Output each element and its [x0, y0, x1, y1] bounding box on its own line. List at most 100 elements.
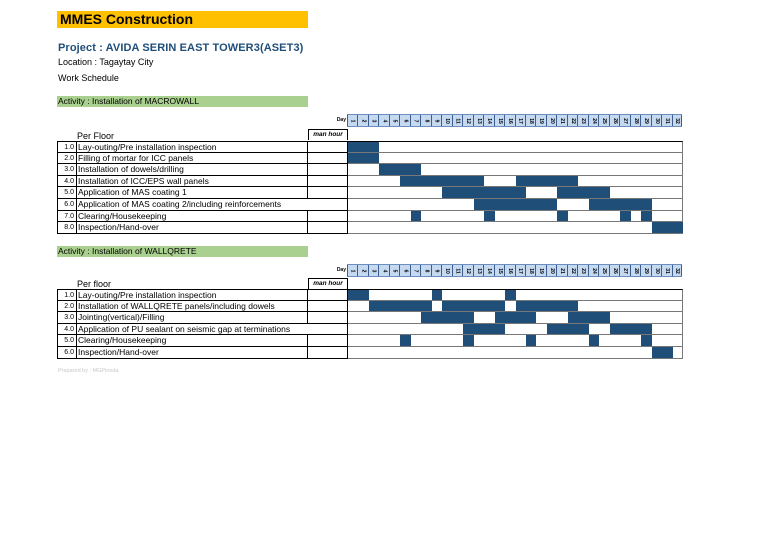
- day-number: 25: [600, 267, 607, 274]
- day-number: 14: [485, 117, 492, 124]
- day-header-cell: 21: [556, 265, 567, 276]
- day-header-cell: 16: [504, 265, 515, 276]
- task-number: 5.0: [57, 187, 76, 199]
- task-description: Inspection/Hand-over: [76, 222, 308, 234]
- day-number: 18: [527, 267, 534, 274]
- gantt-bar: [400, 175, 485, 187]
- day-number: 31: [663, 117, 670, 124]
- day-header-cell: 9: [430, 115, 442, 126]
- task-description: Jointing(vertical)/Filling: [76, 312, 308, 324]
- gantt-track: [348, 152, 683, 165]
- prepared-by: Prepared by : MGPineda: [58, 368, 119, 374]
- task-description: Installation of WALLQRETE panels/includi…: [76, 300, 308, 313]
- day-number: 5: [391, 119, 398, 122]
- gantt-bar: [348, 142, 380, 152]
- day-number: 20: [548, 117, 555, 124]
- gantt-bar: [421, 312, 474, 323]
- day-header-cell: 13: [472, 265, 484, 276]
- day-header-cell: 14: [483, 265, 494, 276]
- day-header-cell: 5: [388, 115, 400, 126]
- day-header-cell: 20: [545, 115, 557, 126]
- day-number: 1: [349, 119, 356, 122]
- day-number: 19: [538, 267, 545, 274]
- location-label: Location : Tagaytay City: [58, 57, 154, 67]
- task-row: 3.0 Jointing(vertical)/Filling: [57, 312, 683, 324]
- day-header-cell: 5: [388, 265, 400, 276]
- gantt-bar: [525, 335, 537, 346]
- gantt-bar: [567, 312, 610, 323]
- day-header-cell: 23: [577, 265, 588, 276]
- day-header-cell: 6: [399, 115, 410, 126]
- day-header-cell: 20: [545, 265, 557, 276]
- day-header-cell: 8: [420, 265, 431, 276]
- day-header-cell: 2: [357, 115, 368, 126]
- activity-header-wallqrete: Activity : Installation of WALLQRETE: [57, 246, 308, 257]
- per-floor-label: Per Floor: [77, 131, 115, 141]
- man-hour-cell: [308, 323, 348, 336]
- task-number: 6.0: [57, 346, 76, 359]
- day-number: 8: [423, 119, 430, 122]
- day-number: 14: [485, 267, 492, 274]
- day-number: 10: [443, 267, 450, 274]
- man-hour-cell: [308, 289, 348, 301]
- man-hour-cell: [308, 187, 348, 199]
- day-header-cell: 27: [619, 115, 630, 126]
- day-header-cell: 15: [493, 265, 505, 276]
- day-header-cell: 18: [524, 265, 536, 276]
- day-number: 5: [391, 269, 398, 272]
- task-number: 1.0: [57, 141, 76, 153]
- day-header-cell: 28: [629, 265, 641, 276]
- day-header-cell: 8: [420, 115, 431, 126]
- day-number: 9: [433, 269, 440, 272]
- gantt-bar: [641, 335, 652, 346]
- day-header-row: 1 2 3 4 5 6 7 8 9 10 11 12 13 14 15 16 17 18 19 20 21 22 23 24 2…: [347, 114, 682, 127]
- man-hour-cell: [308, 346, 348, 359]
- task-row: 7.0 Clearing/Housekeeping: [57, 210, 683, 223]
- day-number: 16: [506, 117, 513, 124]
- day-header-cell: 22: [566, 115, 578, 126]
- day-number: 2: [360, 119, 367, 122]
- gantt-track: [348, 346, 683, 359]
- day-number: 32: [673, 117, 680, 124]
- task-description: Clearing/Housekeeping: [76, 335, 308, 347]
- day-number: 1: [349, 269, 356, 272]
- day-header-cell: 1: [347, 265, 358, 276]
- gantt-bar: [515, 175, 579, 187]
- day-header-cell: 16: [504, 115, 515, 126]
- gantt-track: [348, 187, 683, 199]
- gantt-track: [348, 312, 683, 324]
- task-row: 8.0 Inspection/Hand-over: [57, 222, 684, 234]
- day-number: 6: [402, 269, 409, 272]
- day-number: 12: [464, 267, 471, 274]
- man-hour-cell: [308, 210, 348, 223]
- task-row: 3.0 Installation of dowels/drilling: [57, 164, 683, 176]
- day-header-cell: 30: [650, 265, 662, 276]
- gantt-track: [348, 300, 683, 313]
- day-header-cell: 18: [524, 115, 536, 126]
- day-number: 25: [600, 117, 607, 124]
- gantt-track: [348, 175, 683, 188]
- day-header-cell: 26: [608, 115, 620, 126]
- day-header-cell: 19: [535, 115, 546, 126]
- day-header-cell: 23: [577, 115, 588, 126]
- day-header-cell: 15: [493, 115, 505, 126]
- gantt-track: [348, 141, 683, 153]
- day-number: 6: [402, 119, 409, 122]
- day-header-cell: 22: [566, 265, 578, 276]
- day-header-cell: 31: [661, 115, 672, 126]
- gantt-bar: [557, 210, 568, 222]
- man-hour-cell: [308, 222, 348, 234]
- gantt-bar: [505, 290, 516, 300]
- day-number: 15: [496, 267, 503, 274]
- day-number: 27: [621, 117, 628, 124]
- task-description: Lay-outing/Pre installation inspection: [76, 289, 308, 301]
- task-description: Installation of ICC/EPS wall panels: [76, 175, 308, 188]
- man-hour-cell: [308, 300, 348, 313]
- task-number: 4.0: [57, 323, 76, 336]
- gantt-bar: [410, 210, 422, 222]
- day-header-cell: 24: [587, 265, 599, 276]
- day-number: 3: [370, 269, 377, 272]
- day-number: 4: [381, 269, 388, 272]
- day-number: 28: [632, 267, 639, 274]
- day-header-cell: 7: [409, 115, 421, 126]
